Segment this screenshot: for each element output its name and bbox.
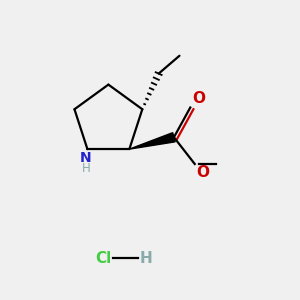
Text: O: O xyxy=(193,91,206,106)
Text: H: H xyxy=(140,251,152,266)
Text: O: O xyxy=(196,165,209,180)
Text: Cl: Cl xyxy=(95,251,111,266)
Polygon shape xyxy=(129,133,175,149)
Text: H: H xyxy=(82,162,90,175)
Text: N: N xyxy=(80,151,92,165)
